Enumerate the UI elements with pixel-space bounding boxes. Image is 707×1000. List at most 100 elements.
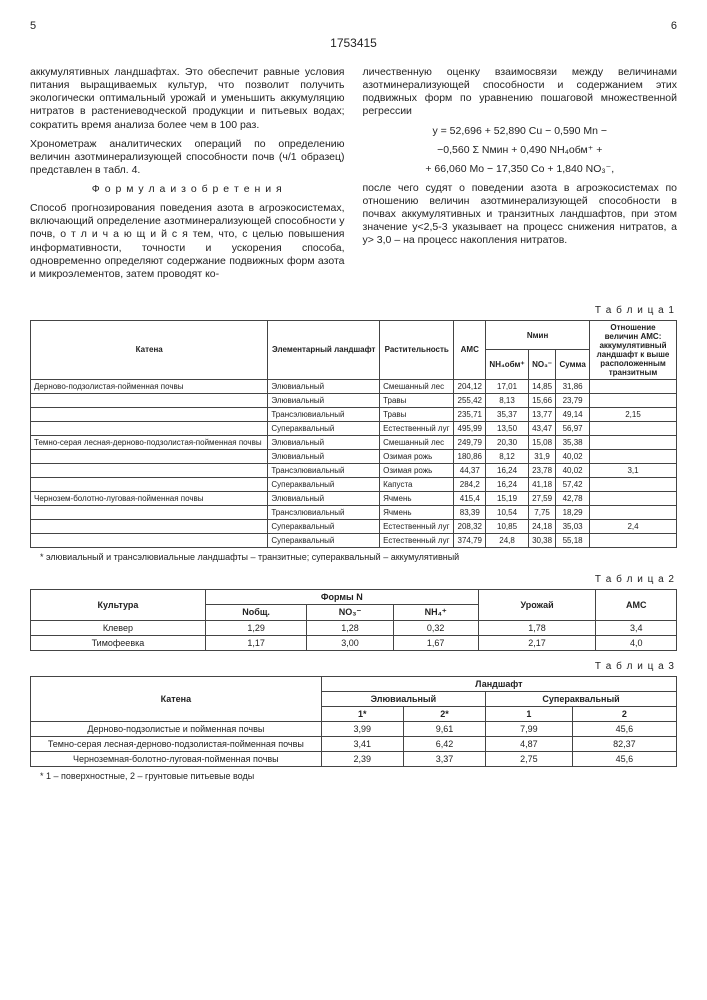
table-cell: Супераквальный [268,477,380,491]
table-cell: Естественный луг [380,421,454,435]
table-cell: 1,29 [205,620,307,635]
col-num-left: 5 [30,20,36,32]
table-cell: 180,86 [454,449,486,463]
table-cell: 42,78 [556,491,590,505]
t3-h-landscape: Ландшафт [321,676,676,691]
table-cell: 2,4 [590,519,677,533]
table-cell: 7,75 [528,505,555,519]
table-cell: 31,86 [556,379,590,393]
table-cell: 23,79 [556,393,590,407]
table-row: ТрансэлювиальныйОзимая рожь44,3716,2423,… [31,463,677,477]
table-cell: 16,24 [486,477,529,491]
table-cell: Ячмень [380,491,454,505]
table-cell [590,449,677,463]
table-cell: 13,50 [486,421,529,435]
table-3-title: Т а б л и ц а 3 [30,661,675,672]
table-row: Темно-серая лесная-дерново-подзолистая-п… [31,736,677,751]
t2-h-yield: Урожай [478,589,596,620]
table-cell: 2,15 [590,407,677,421]
table-cell: 55,18 [556,533,590,547]
table-cell: 20,30 [486,435,529,449]
table-cell: 15,66 [528,393,555,407]
table-cell: 23,78 [528,463,555,477]
table-cell: Темно-серая лесная-дерново-подзолистая-п… [31,435,268,449]
t1-h-katena: Катена [31,320,268,379]
t3-h-s1: 1* [321,706,403,721]
table-cell: Супераквальный [268,519,380,533]
table-cell: Озимая рожь [380,449,454,463]
table-2: Культура Формы N Урожай АМС Nобщ. NO₃⁻ N… [30,589,677,651]
table-cell: 0,32 [393,620,478,635]
table-cell: 24,8 [486,533,529,547]
table-1: Катена Элементарный ландшафт Растительно… [30,320,677,548]
table-cell: Элювиальный [268,449,380,463]
table-row: СупераквальныйЕстественный луг208,3210,8… [31,519,677,533]
table-row: Дерново-подзолистая-пойменная почвыЭлюви… [31,379,677,393]
table-cell: 3,99 [321,721,403,736]
table-cell: 24,18 [528,519,555,533]
table-cell: 45,6 [572,751,676,766]
table-cell: 27,59 [528,491,555,505]
t1-h-ams: АМС [454,320,486,379]
right-p1: личественную оценку взаимосвязи между ве… [363,66,678,119]
table-cell [590,393,677,407]
table-cell: 249,79 [454,435,486,449]
table-1-title: Т а б л и ц а 1 [30,305,675,316]
table-cell: 49,14 [556,407,590,421]
table-cell: 2,75 [486,751,573,766]
table-cell: Озимая рожь [380,463,454,477]
body-text-columns: аккумулятивных ландшафтах. Это обеспечит… [30,66,677,287]
table-cell: 3,41 [321,736,403,751]
table-3-body: Дерново-подзолистые и пойменная почвы3,9… [31,721,677,766]
table-3: Катена Ландшафт Элювиальный Супераквальн… [30,676,677,767]
table-cell: 415,4 [454,491,486,505]
table-cell: Дерново-подзолистые и пойменная почвы [31,721,322,736]
table-cell: 14,85 [528,379,555,393]
table-row: Черноземная-болотно-луговая-пойменная по… [31,751,677,766]
t2-h-no3: NO₃⁻ [307,604,393,620]
table-cell: Тимофеевка [31,635,206,650]
table-cell: 83,39 [454,505,486,519]
right-column: личественную оценку взаимосвязи между ве… [363,66,678,287]
t3-h-superaqual: Супераквальный [486,691,677,706]
table-1-body: Дерново-подзолистая-пойменная почвыЭлюви… [31,379,677,547]
table-cell: 1,67 [393,635,478,650]
table-row: Чернозем-болотно-луговая-пойменная почвы… [31,491,677,505]
table-cell [31,421,268,435]
table-cell: 45,6 [572,721,676,736]
table-cell: Элювиальный [268,491,380,505]
table-cell: 31,9 [528,449,555,463]
t1-h-no3: NO₃⁻ [528,350,555,380]
table-cell [590,379,677,393]
t2-h-ams: АМС [596,589,677,620]
t1-h-nmin: Nмин [486,320,590,350]
col-num-right: 6 [671,20,677,32]
table-cell: Супераквальный [268,421,380,435]
table-cell: 495,99 [454,421,486,435]
table-cell: 41,18 [528,477,555,491]
table-cell [590,505,677,519]
table-cell [590,421,677,435]
table-3-head: Катена Ландшафт Элювиальный Супераквальн… [31,676,677,721]
table-cell: 15,08 [528,435,555,449]
table-row: СупераквальныйКапуста284,216,2441,1857,4… [31,477,677,491]
page-column-numbers: 5 6 [30,20,677,32]
table-cell: 57,42 [556,477,590,491]
table-cell: Элювиальный [268,379,380,393]
left-p1: аккумулятивных ландшафтах. Это обеспечит… [30,66,345,132]
table-1-head: Катена Элементарный ландшафт Растительно… [31,320,677,379]
formula-heading: Ф о р м у л а и з о б р е т е н и я [30,183,345,196]
table-cell: 235,71 [454,407,486,421]
table-cell [31,407,268,421]
table-cell: Дерново-подзолистая-пойменная почвы [31,379,268,393]
left-p3: Способ прогнозирования поведения азота в… [30,202,345,281]
table-row: ЭлювиальныйОзимая рожь180,868,1231,940,0… [31,449,677,463]
left-p2: Хронометраж аналитических операций по оп… [30,138,345,177]
table-cell: Травы [380,393,454,407]
table-cell [31,463,268,477]
t3-h-s3: 1 [486,706,573,721]
table-cell: Травы [380,407,454,421]
table-cell: 35,37 [486,407,529,421]
t3-h-katena: Катена [31,676,322,721]
t1-h-landscape: Элементарный ландшафт [268,320,380,379]
